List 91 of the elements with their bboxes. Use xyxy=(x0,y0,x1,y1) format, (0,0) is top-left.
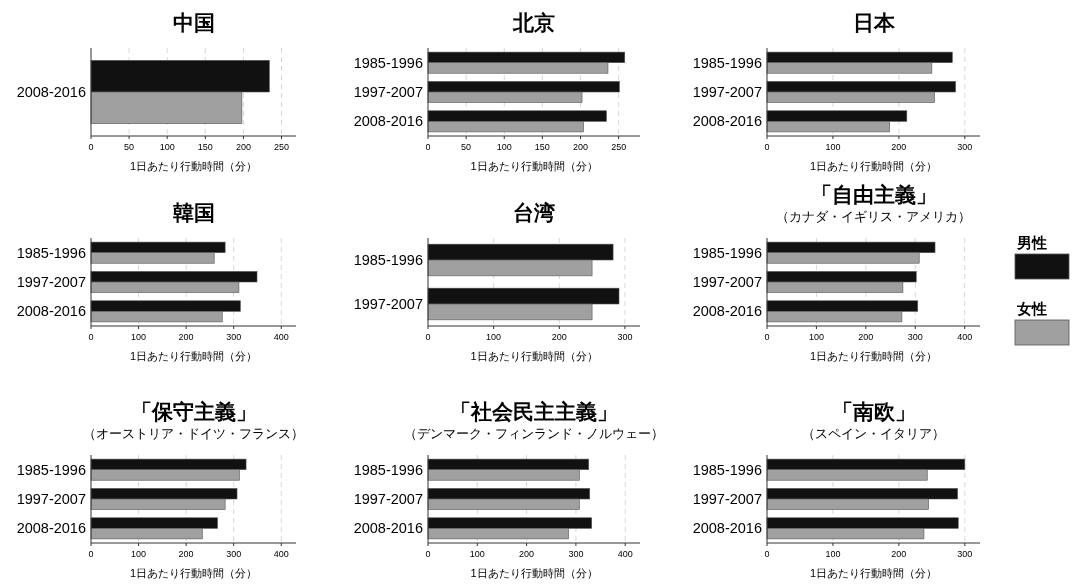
x-tick-label: 250 xyxy=(611,142,627,152)
y-tick-label: 2008-2016 xyxy=(692,520,762,537)
x-tick-label: 250 xyxy=(274,142,290,152)
y-tick-label: 1997-2007 xyxy=(353,491,423,507)
x-tick-label: 100 xyxy=(469,549,485,559)
x-tick-label: 100 xyxy=(808,332,824,342)
chart-title: 韓国 xyxy=(172,201,215,224)
x-axis-title: 1日あたり行動時間（分） xyxy=(129,350,258,362)
y-tick-label: 2008-2016 xyxy=(16,84,86,100)
x-tick-label: 300 xyxy=(226,549,242,559)
x-tick-label: 200 xyxy=(891,142,907,152)
chart-subtitle: （スペイン・イタリア） xyxy=(802,426,945,441)
x-tick-label: 200 xyxy=(235,142,251,152)
x-tick-label: 400 xyxy=(957,332,973,342)
chart-subtitle: （カナダ・イギリス・アメリカ） xyxy=(776,209,971,224)
chart-subtitle: （オーストリア・ドイツ・フランス） xyxy=(83,426,304,441)
y-tick-label: 1985-1996 xyxy=(692,244,762,261)
x-tick-label: 300 xyxy=(957,549,973,559)
x-tick-label: 0 xyxy=(425,549,431,559)
x-tick-label: 400 xyxy=(273,549,289,559)
x-tick-label: 300 xyxy=(617,332,633,342)
x-tick-label: 100 xyxy=(496,142,512,152)
x-axis-title: 1日あたり行動時間（分） xyxy=(809,160,938,172)
y-tick-label: 1997-2007 xyxy=(16,491,86,507)
chart-title: 北京 xyxy=(512,11,555,34)
x-tick-label: 0 xyxy=(88,142,94,152)
x-axis-title: 1日あたり行動時間（分） xyxy=(470,350,598,362)
x-tick-label: 50 xyxy=(124,142,135,152)
x-axis-title: 1日あたり行動時間（分） xyxy=(809,350,938,362)
y-tick-label: 1997-2007 xyxy=(353,296,423,312)
y-tick-label: 2008-2016 xyxy=(353,113,423,130)
y-tick-label: 2008-2016 xyxy=(692,113,762,130)
x-axis-title: 1日あたり行動時間（分） xyxy=(129,567,258,579)
y-tick-label: 1997-2007 xyxy=(16,274,86,290)
y-tick-label: 1985-1996 xyxy=(16,244,86,261)
x-tick-label: 0 xyxy=(764,549,770,559)
x-tick-label: 0 xyxy=(88,549,94,559)
x-tick-label: 0 xyxy=(425,142,431,152)
x-tick-label: 100 xyxy=(131,549,147,559)
legend: 男性 女性 xyxy=(1014,234,1070,346)
x-tick-label: 200 xyxy=(891,549,907,559)
y-tick-label: 1985-1996 xyxy=(353,252,423,268)
y-tick-label: 1997-2007 xyxy=(692,274,762,290)
x-tick-label: 400 xyxy=(273,332,289,342)
x-tick-label: 50 xyxy=(461,142,472,152)
y-tick-label: 1997-2007 xyxy=(353,84,423,100)
y-tick-label: 1985-1996 xyxy=(16,461,86,478)
x-tick-label: 150 xyxy=(197,142,213,152)
chart-subtitle: （デンマーク・フィンランド・ノルウェー） xyxy=(404,426,664,441)
x-tick-label: 300 xyxy=(907,332,923,342)
chart-title: 「自由主義」 xyxy=(810,183,937,206)
y-tick-label: 1997-2007 xyxy=(692,491,762,507)
x-tick-label: 100 xyxy=(131,332,147,342)
x-tick-label: 0 xyxy=(764,142,770,152)
x-tick-label: 300 xyxy=(957,142,973,152)
x-tick-label: 200 xyxy=(573,142,589,152)
x-tick-label: 300 xyxy=(226,332,242,342)
chart-title: 「南欧」 xyxy=(831,400,916,423)
x-tick-label: 200 xyxy=(551,332,567,342)
y-tick-label: 1985-1996 xyxy=(692,54,762,71)
y-tick-label: 1985-1996 xyxy=(353,461,423,478)
x-tick-label: 200 xyxy=(178,549,194,559)
x-axis-title: 1日あたり行動時間（分） xyxy=(129,160,258,172)
x-tick-label: 100 xyxy=(825,549,841,559)
x-tick-label: 300 xyxy=(568,549,584,559)
x-tick-label: 0 xyxy=(425,332,431,342)
y-tick-label: 2008-2016 xyxy=(16,520,86,537)
y-tick-label: 1985-1996 xyxy=(353,54,423,71)
x-axis-title: 1日あたり行動時間（分） xyxy=(470,567,598,579)
y-tick-label: 2008-2016 xyxy=(16,303,86,320)
chart-title: 台湾 xyxy=(513,201,555,224)
x-tick-label: 200 xyxy=(178,332,194,342)
x-axis-title: 1日あたり行動時間（分） xyxy=(809,567,938,579)
chart-title: 「社会民主主義」 xyxy=(450,400,618,423)
x-tick-label: 0 xyxy=(764,332,770,342)
x-axis-title: 1日あたり行動時間（分） xyxy=(470,160,598,172)
y-tick-label: 2008-2016 xyxy=(692,303,762,320)
x-tick-label: 150 xyxy=(534,142,550,152)
x-tick-label: 100 xyxy=(159,142,175,152)
chart-title: 「保守主義」 xyxy=(130,400,257,423)
x-tick-label: 400 xyxy=(617,549,633,559)
chart-title: 中国 xyxy=(172,11,215,34)
x-tick-label: 100 xyxy=(486,332,502,342)
x-tick-label: 200 xyxy=(519,549,535,559)
x-tick-label: 200 xyxy=(858,332,874,342)
y-tick-label: 1985-1996 xyxy=(692,461,762,478)
x-tick-label: 100 xyxy=(825,142,841,152)
y-tick-label: 1997-2007 xyxy=(692,84,762,100)
x-tick-label: 0 xyxy=(88,332,94,342)
y-tick-label: 2008-2016 xyxy=(353,520,423,537)
chart-title: 日本 xyxy=(852,11,896,34)
